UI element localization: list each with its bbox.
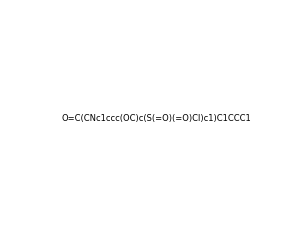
Text: O=C(CNc1ccc(OC)c(S(=O)(=O)Cl)c1)C1CCC1: O=C(CNc1ccc(OC)c(S(=O)(=O)Cl)c1)C1CCC1 <box>62 114 252 123</box>
